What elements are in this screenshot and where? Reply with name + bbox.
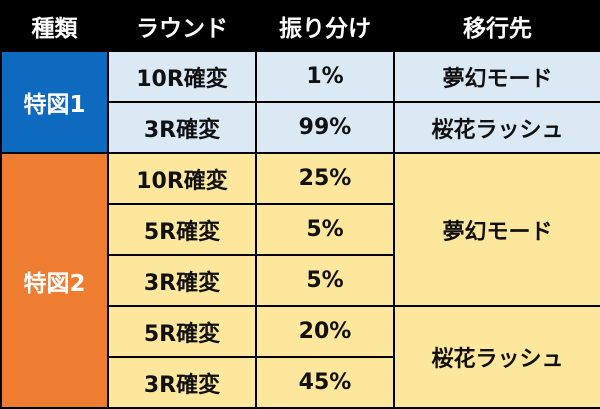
allocation-cell: 5% bbox=[255, 254, 395, 307]
destination-cell: 桜花ラッシュ bbox=[393, 101, 600, 154]
round-cell: 3R確変 bbox=[107, 101, 257, 154]
round-cell: 3R確変 bbox=[107, 356, 257, 409]
allocation-cell: 25% bbox=[255, 152, 395, 205]
table-row: 特図2 10R確変 25% 夢幻モード bbox=[0, 152, 600, 409]
destination-cell: 夢幻モード bbox=[393, 152, 600, 307]
round-cell: 3R確変 bbox=[107, 254, 257, 307]
allocation-cell: 1% bbox=[255, 50, 395, 103]
table-row: 3R確変 99% 桜花ラッシュ bbox=[1, 101, 600, 154]
table-row: 特図1 10R確変 1% 夢幻モード bbox=[0, 50, 600, 154]
header-destination: 移行先 bbox=[393, 0, 600, 52]
header-row: 種類 ラウンド 振り分け 移行先 bbox=[0, 0, 600, 52]
table-row: 3R確変 5% bbox=[1, 254, 600, 307]
kind-cell-2: 特図2 bbox=[0, 152, 109, 409]
allocation-cell: 5% bbox=[255, 203, 395, 256]
round-cell: 10R確変 bbox=[107, 152, 257, 205]
kind-cell-1: 特図1 bbox=[0, 50, 109, 154]
header-allocation: 振り分け bbox=[255, 0, 395, 52]
round-cell: 5R確変 bbox=[107, 203, 257, 256]
destination-cell: 夢幻モード bbox=[393, 50, 600, 103]
table-row: 5R確変 5% bbox=[1, 203, 600, 256]
allocation-cell: 99% bbox=[255, 101, 395, 154]
allocation-cell: 45% bbox=[255, 356, 395, 409]
round-cell: 10R確変 bbox=[107, 50, 257, 103]
table-row: 3R確変 45% bbox=[1, 356, 600, 409]
allocation-cell: 20% bbox=[255, 305, 395, 358]
header-type: 種類 bbox=[0, 0, 109, 52]
header-round: ラウンド bbox=[107, 0, 257, 52]
destination-cell: 桜花ラッシュ bbox=[393, 305, 600, 409]
table-row: 5R確変 20% 桜花ラッシュ bbox=[1, 305, 600, 409]
round-cell: 5R確変 bbox=[107, 305, 257, 358]
